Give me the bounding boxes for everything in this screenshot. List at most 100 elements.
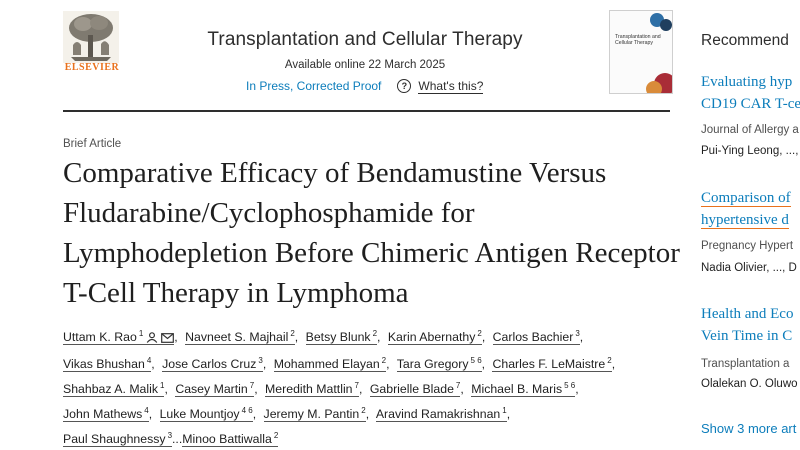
title-line: Comparison of — [701, 190, 791, 207]
author-affiliation: 2 — [607, 356, 612, 366]
author-link[interactable]: Charles F. LeMaistre 2 — [492, 356, 612, 373]
author-link[interactable]: Uttam K. Rao 1 — [63, 329, 175, 346]
author-affiliation: 4 — [146, 356, 152, 366]
author-name: Casey Martin — [175, 382, 248, 397]
author-link[interactable]: Aravind Ramakrishnan 1 — [375, 406, 507, 423]
author-link[interactable]: Shahbaz A. Malik 1 — [63, 381, 165, 398]
author-affiliation: 5 6 — [564, 381, 576, 391]
person-icon — [146, 328, 158, 350]
help-circle-icon: ? — [397, 79, 412, 93]
journal-cover-thumbnail[interactable]: Transplantation and Cellular Therapy — [609, 10, 673, 94]
author-list: Uttam K. Rao 1, Navneet S. Majhail 2, Bets… — [63, 329, 616, 448]
author-affiliation: 2 — [372, 329, 378, 338]
whats-this-help[interactable]: ? What's this? — [397, 78, 484, 94]
recommended-article-title[interactable]: Evaluating hyp CD19 CAR T-ce — [701, 71, 800, 115]
author-link[interactable]: Casey Martin 7 — [175, 381, 255, 398]
recommended-article-title[interactable]: Comparison of hypertensive d — [701, 187, 791, 231]
author-affiliation: 2 — [381, 356, 387, 366]
author-link[interactable]: Vikas Bhushan 4 — [63, 356, 152, 373]
author-affiliation: 3 — [575, 329, 580, 338]
author-link[interactable]: Betsy Blunk 2 — [305, 329, 378, 346]
journal-title[interactable]: Transplantation and Cellular Therapy — [207, 29, 523, 50]
recommended-journal: Journal of Allergy a — [701, 124, 799, 136]
cover-decor — [660, 19, 672, 31]
author-name: Karin Abernathy — [387, 330, 476, 345]
author-link[interactable]: Navneet S. Majhail 2 — [185, 329, 295, 346]
author-link[interactable]: Jeremy M. Pantin 2 — [263, 406, 366, 423]
recommended-article-title[interactable]: Health and Eco Vein Time in C — [701, 303, 793, 347]
elsevier-logo[interactable] — [63, 11, 119, 77]
author-affiliation: 3 — [167, 431, 173, 441]
author-ellipsis: ... — [172, 432, 183, 447]
publication-date: Available online 22 March 2025 — [284, 59, 446, 71]
author-name: Luke Mountjoy — [159, 407, 240, 422]
author-affiliation: 4 6 — [241, 406, 253, 416]
author-affiliation: 1 — [502, 406, 507, 416]
author-name: Uttam K. Rao — [63, 330, 137, 345]
title-line: Evaluating hyp — [701, 74, 793, 90]
title-line: Health and Eco — [701, 306, 794, 322]
author-name: Vikas Bhushan — [63, 357, 145, 372]
author-affiliation: 1 — [160, 381, 165, 391]
author-name: Jose Carlos Cruz — [162, 357, 257, 372]
title-line: CD19 CAR T-ce — [701, 96, 800, 112]
author-name: Shahbaz A. Malik — [63, 382, 159, 397]
cover-title: Transplantation and Cellular Therapy — [615, 34, 661, 46]
show-more-articles-link[interactable]: Show 3 more art — [701, 421, 797, 436]
author-name: Paul Shaughnessy — [63, 432, 166, 447]
recommended-authors: Nadia Olivier, ..., D — [701, 262, 797, 274]
author-affiliation: 7 — [455, 381, 461, 391]
author-link[interactable]: Jose Carlos Cruz 3 — [162, 356, 263, 373]
recommended-journal: Transplantation a — [701, 358, 790, 370]
author-name: Betsy Blunk — [305, 330, 371, 345]
author-link[interactable]: Gabrielle Blade 7 — [369, 381, 461, 398]
author-name: Mohammed Elayan — [273, 357, 380, 372]
author-link[interactable]: Karin Abernathy 2 — [387, 329, 482, 346]
author-affiliation: 4 — [144, 406, 149, 416]
author-name: Jeremy M. Pantin — [263, 407, 360, 422]
article-type: Brief Article — [63, 138, 122, 150]
status-link[interactable]: In Press, Corrected Proof — [246, 79, 382, 93]
elsevier-tree-logo — [63, 11, 119, 63]
author-link[interactable]: Mohammed Elayan 2 — [273, 356, 387, 373]
recommended-heading: Recommend — [701, 32, 789, 49]
author-name: Aravind Ramakrishnan — [375, 407, 501, 422]
author-name: John Mathews — [63, 407, 143, 422]
author-link[interactable]: Michael B. Maris 5 6 — [471, 381, 576, 398]
whats-this-link[interactable]: What's this? — [418, 78, 484, 94]
author-name: Navneet S. Majhail — [185, 330, 289, 345]
author-name: Tara Gregory — [396, 357, 469, 372]
author-link[interactable]: Meredith Mattlin 7 — [265, 381, 359, 398]
author-affiliation: 2 — [290, 329, 295, 338]
author-affiliation: 2 — [477, 329, 482, 338]
author-name: Meredith Mattlin — [265, 382, 353, 397]
article-title: Comparative Efficacy of Bendamustine Ver… — [63, 157, 680, 309]
author-name: Charles F. LeMaistre — [492, 357, 606, 372]
title-line: hypertensive d — [701, 212, 789, 229]
author-link[interactable]: Minoo Battiwalla 2 — [182, 431, 279, 448]
author-affiliation: 2 — [361, 406, 366, 416]
author-name: Carlos Bachier — [492, 330, 574, 345]
recommended-authors: Pui-Ying Leong, ..., — [701, 145, 799, 157]
cover-decor — [646, 81, 662, 93]
author-affiliation: 3 — [258, 356, 263, 366]
author-link[interactable]: Paul Shaughnessy 3 — [63, 431, 173, 448]
envelope-icon — [161, 328, 175, 350]
author-link[interactable]: John Mathews 4 — [63, 406, 149, 423]
header-divider — [63, 110, 670, 112]
author-name: Minoo Battiwalla — [182, 432, 272, 447]
publisher-name: ELSEVIER — [64, 62, 120, 73]
author-affiliation: 5 6 — [470, 356, 482, 366]
author-affiliation: 7 — [354, 381, 359, 391]
title-line: Vein Time in C — [701, 328, 793, 344]
author-name: Michael B. Maris — [471, 382, 563, 397]
author-link[interactable]: Tara Gregory 5 6 — [396, 356, 482, 373]
author-affiliation: 2 — [273, 431, 279, 441]
author-name: Gabrielle Blade — [369, 382, 454, 397]
article-status-row: In Press, Corrected Proof ? What's this? — [246, 77, 484, 95]
recommended-authors: Olalekan O. Oluwo — [701, 378, 798, 390]
author-link[interactable]: Carlos Bachier 3 — [492, 329, 580, 346]
author-affiliation: 1 — [138, 329, 144, 338]
author-link[interactable]: Luke Mountjoy 4 6 — [159, 406, 253, 423]
recommended-journal: Pregnancy Hypert — [701, 240, 794, 252]
